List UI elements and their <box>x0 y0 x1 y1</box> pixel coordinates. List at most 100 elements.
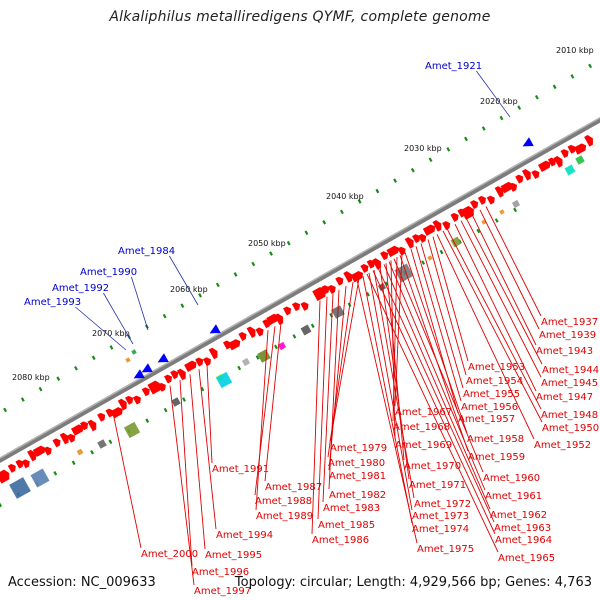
red-leader-line <box>198 369 217 530</box>
red-leader-line <box>373 269 415 499</box>
gene-label-red: Amet_1950 <box>542 423 599 434</box>
gene-arrow <box>567 144 576 154</box>
scale-dot <box>393 178 398 183</box>
scale-dot <box>366 291 370 297</box>
gene-label-red: Amet_1975 <box>417 544 474 555</box>
red-leader-line <box>206 364 213 464</box>
gene-label-blue: Amet_1921 <box>425 61 482 72</box>
scale-dot <box>476 228 481 234</box>
red-leader-line <box>366 273 499 553</box>
scale-dot <box>464 136 468 142</box>
gene-label-red: Amet_1948 <box>541 410 598 421</box>
scale-label: 2040 kbp <box>326 192 364 201</box>
gene-label-red: Amet_1956 <box>461 402 518 413</box>
cog-box <box>131 349 137 355</box>
gene-arrow <box>531 170 540 180</box>
red-leader-line <box>372 270 496 535</box>
gene-arrow <box>170 370 179 380</box>
red-leader-line <box>404 252 468 434</box>
gene-arrow <box>32 445 46 458</box>
red-leader-line <box>399 255 469 452</box>
red-leader-line <box>442 230 543 423</box>
scale-dot <box>198 293 203 298</box>
gene-label-blue: Amet_1990 <box>80 267 137 278</box>
scale-dot <box>384 281 389 286</box>
red-leader-line <box>385 263 405 461</box>
gene-label-red: Amet_1960 <box>483 473 540 484</box>
gene-arrow <box>141 387 150 397</box>
gene-arrow <box>208 347 218 360</box>
blue-leader-line <box>169 255 199 306</box>
red-leader-line <box>189 374 206 550</box>
cog-box <box>257 349 271 363</box>
cog-box <box>241 357 251 367</box>
gene-arrow <box>515 174 524 184</box>
gene-arrow <box>184 360 197 372</box>
gene-label-red: Amet_2000 <box>141 549 198 560</box>
gene-label-red: Amet_1937 <box>541 317 598 328</box>
gene-label-red: Amet_1954 <box>466 376 523 387</box>
gene-arrow <box>291 302 301 312</box>
gene-arrow <box>52 438 61 448</box>
scale-dot <box>200 386 205 392</box>
cog-box <box>300 324 312 336</box>
blue-leader-line <box>75 306 127 351</box>
gene-arrow <box>7 463 16 473</box>
red-leader-line <box>362 276 413 524</box>
gene-arrow <box>397 246 406 256</box>
gene-arrow <box>372 258 381 270</box>
scale-dot <box>339 209 344 215</box>
red-leader-line <box>465 217 543 365</box>
cog-box <box>215 371 233 389</box>
gene-label-red: Amet_1989 <box>256 511 313 522</box>
scale-dot <box>255 355 260 360</box>
scale-dot <box>91 355 96 361</box>
scale-dot <box>304 230 309 236</box>
scale-dot <box>286 240 291 246</box>
gene-label-red: Amet_1962 <box>490 510 547 521</box>
scale-dot <box>481 126 486 131</box>
red-leader-line <box>410 248 459 414</box>
gene-arrow <box>553 156 563 168</box>
scale-dot <box>588 63 593 69</box>
gene-arrow <box>255 327 264 337</box>
red-leader-line <box>329 278 360 443</box>
gene-label-red: Amet_1958 <box>467 434 524 445</box>
scale-label: 2080 kbp <box>12 373 50 382</box>
red-leader-line <box>377 267 495 523</box>
scale-dot <box>215 282 220 288</box>
scale-dot <box>162 313 167 319</box>
gene-label-red: Amet_1944 <box>542 365 599 376</box>
gene-arrow <box>343 271 353 283</box>
gene-arrow <box>246 326 256 339</box>
gene-label-blue: Amet_1993 <box>24 297 81 308</box>
red-leader-line <box>113 417 142 549</box>
scale-dot <box>163 407 168 413</box>
gene-label-red: Amet_1973 <box>412 511 469 522</box>
gene-arrow <box>27 449 36 462</box>
scale-dot <box>428 157 433 163</box>
scale-label: 2030 kbp <box>404 144 442 153</box>
gene-arrow <box>67 433 76 443</box>
gene-label-red: Amet_1964 <box>495 535 552 546</box>
red-leader-line <box>356 279 418 544</box>
gene-label-blue: Amet_1984 <box>118 246 175 257</box>
gene-arrow <box>59 432 69 445</box>
gene-label-red: Amet_1980 <box>328 458 385 469</box>
reverse-gene-arrow <box>157 353 169 363</box>
accession-text: Accession: NC_009633 <box>8 575 156 590</box>
scale-dot <box>53 471 58 476</box>
gene-arrow <box>283 306 292 316</box>
scale-dot <box>552 84 557 90</box>
scale-dot <box>439 249 444 255</box>
gene-arrow <box>470 200 479 210</box>
gene-label-red: Amet_1970 <box>404 461 461 472</box>
gene-arrow <box>274 313 284 326</box>
red-leader-line <box>420 243 464 389</box>
gene-label-red: Amet_1955 <box>463 389 520 400</box>
gene-arrow <box>43 446 52 456</box>
scale-dot <box>74 365 78 371</box>
gene-arrow <box>0 469 10 484</box>
scale-dot <box>145 418 150 423</box>
